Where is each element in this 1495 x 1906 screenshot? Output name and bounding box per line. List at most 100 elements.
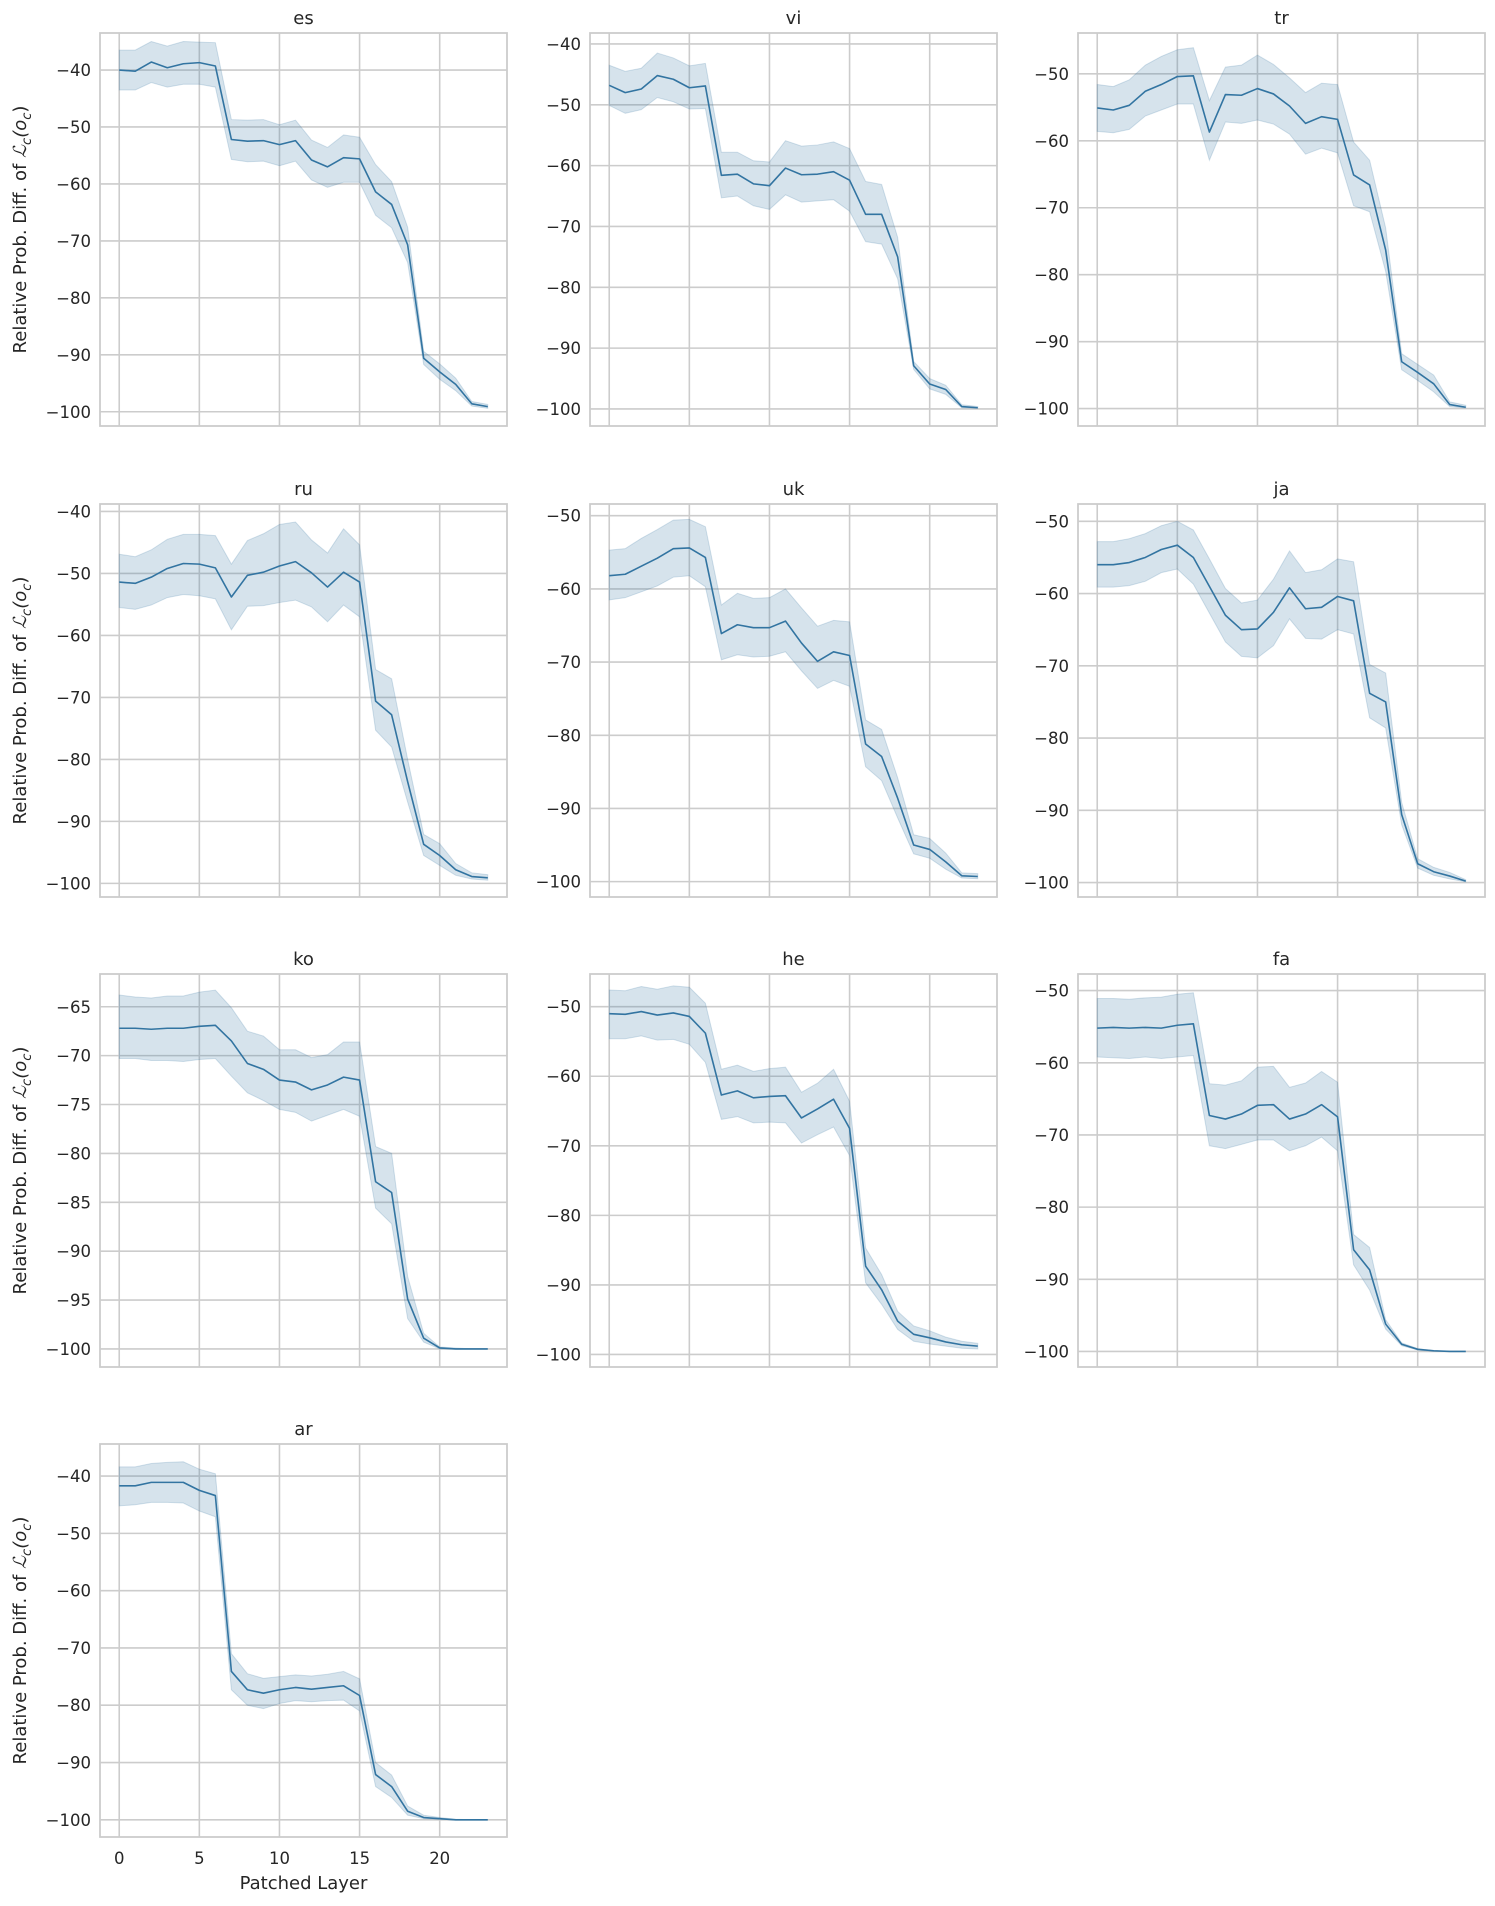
data-point — [1128, 1027, 1130, 1029]
data-point — [784, 1095, 786, 1097]
data-point — [198, 1025, 200, 1027]
data-point — [688, 1015, 690, 1017]
data-point — [736, 173, 738, 175]
data-point — [1208, 131, 1210, 133]
data-point — [1433, 383, 1435, 385]
data-point — [784, 167, 786, 169]
data-point — [246, 1062, 248, 1064]
data-point — [342, 157, 344, 159]
data-point — [246, 140, 248, 142]
data-point — [672, 78, 674, 80]
data-point — [134, 582, 136, 584]
data-point — [326, 586, 328, 588]
data-point — [1256, 1104, 1258, 1106]
data-point — [768, 184, 770, 186]
subplot-title: ko — [293, 949, 314, 970]
y-tick-label: −100 — [536, 873, 581, 892]
y-label-arg-sub: c — [20, 113, 35, 120]
data-point — [736, 1090, 738, 1092]
data-point — [624, 573, 626, 575]
data-point — [608, 84, 610, 86]
y-tick-label: −70 — [546, 217, 581, 236]
data-point — [150, 576, 152, 578]
series-line — [119, 1024, 488, 1350]
y-label-math: ℒ — [10, 1085, 31, 1099]
data-point — [961, 1344, 963, 1346]
data-point — [640, 565, 642, 567]
data-point — [880, 1289, 882, 1291]
data-point — [182, 1481, 184, 1483]
data-point — [1320, 1103, 1322, 1105]
y-axis-label: Relative Prob. Diff. of ℒc(oc) — [10, 577, 35, 825]
y-label-arg-close: ) — [10, 106, 31, 113]
y-tick-label: −70 — [56, 1047, 91, 1066]
data-point — [1368, 184, 1370, 186]
y-tick-label: −70 — [1034, 657, 1069, 676]
data-point — [704, 556, 706, 558]
data-point — [1192, 1023, 1194, 1025]
data-point — [1240, 1113, 1242, 1115]
data-point — [406, 781, 408, 783]
data-point — [166, 1027, 168, 1029]
axes-frame — [589, 973, 998, 1368]
series-line — [119, 1481, 488, 1821]
data-point — [246, 1689, 248, 1691]
y-tick-label: −95 — [56, 1291, 91, 1310]
data-point — [1368, 692, 1370, 694]
data-point — [294, 560, 296, 562]
data-point — [704, 85, 706, 87]
y-tick-label: −80 — [546, 278, 581, 297]
data-point — [624, 1013, 626, 1015]
y-label-math: ℒ — [10, 1555, 31, 1569]
data-point — [1352, 1249, 1354, 1251]
data-point — [118, 1485, 120, 1487]
data-point — [1368, 1269, 1370, 1271]
y-tick-label: −90 — [1034, 1270, 1069, 1289]
y-tick-label: −100 — [536, 1345, 581, 1364]
data-point — [848, 654, 850, 656]
data-point — [230, 1670, 232, 1672]
y-tick-label: −80 — [56, 1144, 91, 1163]
subplot-title: tr — [1274, 8, 1289, 29]
data-point — [487, 1819, 489, 1821]
data-point — [439, 1817, 441, 1819]
y-tick-label: −60 — [1034, 1054, 1069, 1073]
data-point — [1240, 629, 1242, 631]
data-point — [608, 575, 610, 577]
data-point — [1160, 83, 1162, 85]
subplot-title: es — [293, 8, 313, 29]
subplot-title: uk — [783, 479, 805, 500]
data-point — [961, 405, 963, 407]
y-label-text: Relative Prob. Diff. of — [10, 1569, 31, 1765]
data-point — [1144, 90, 1146, 92]
y-tick-label: −40 — [56, 61, 91, 80]
y-tick-label: −70 — [546, 653, 581, 672]
data-point — [736, 624, 738, 626]
data-point — [864, 743, 866, 745]
y-tick-label: −90 — [56, 1242, 91, 1261]
y-axis-label: Relative Prob. Diff. of ℒc(oc) — [10, 106, 35, 354]
data-point — [471, 403, 473, 405]
y-label-text: Relative Prob. Diff. of — [10, 158, 31, 354]
axes-frame — [99, 1443, 508, 1838]
data-point — [656, 74, 658, 76]
confidence-band — [118, 521, 489, 881]
y-tick-label: −90 — [1034, 801, 1069, 820]
confidence-band — [608, 518, 979, 880]
data-point — [166, 567, 168, 569]
data-point — [1128, 561, 1130, 563]
data-point — [455, 869, 457, 871]
data-point — [1240, 94, 1242, 96]
data-point — [278, 565, 280, 567]
data-point — [134, 1027, 136, 1029]
data-point — [784, 620, 786, 622]
data-point — [1272, 611, 1274, 613]
data-point — [977, 875, 979, 877]
data-point — [896, 256, 898, 258]
data-point — [230, 1040, 232, 1042]
y-tick-label: −60 — [56, 1582, 91, 1601]
data-point — [182, 562, 184, 564]
data-point — [1192, 75, 1194, 77]
data-point — [487, 1348, 489, 1350]
data-point — [134, 70, 136, 72]
